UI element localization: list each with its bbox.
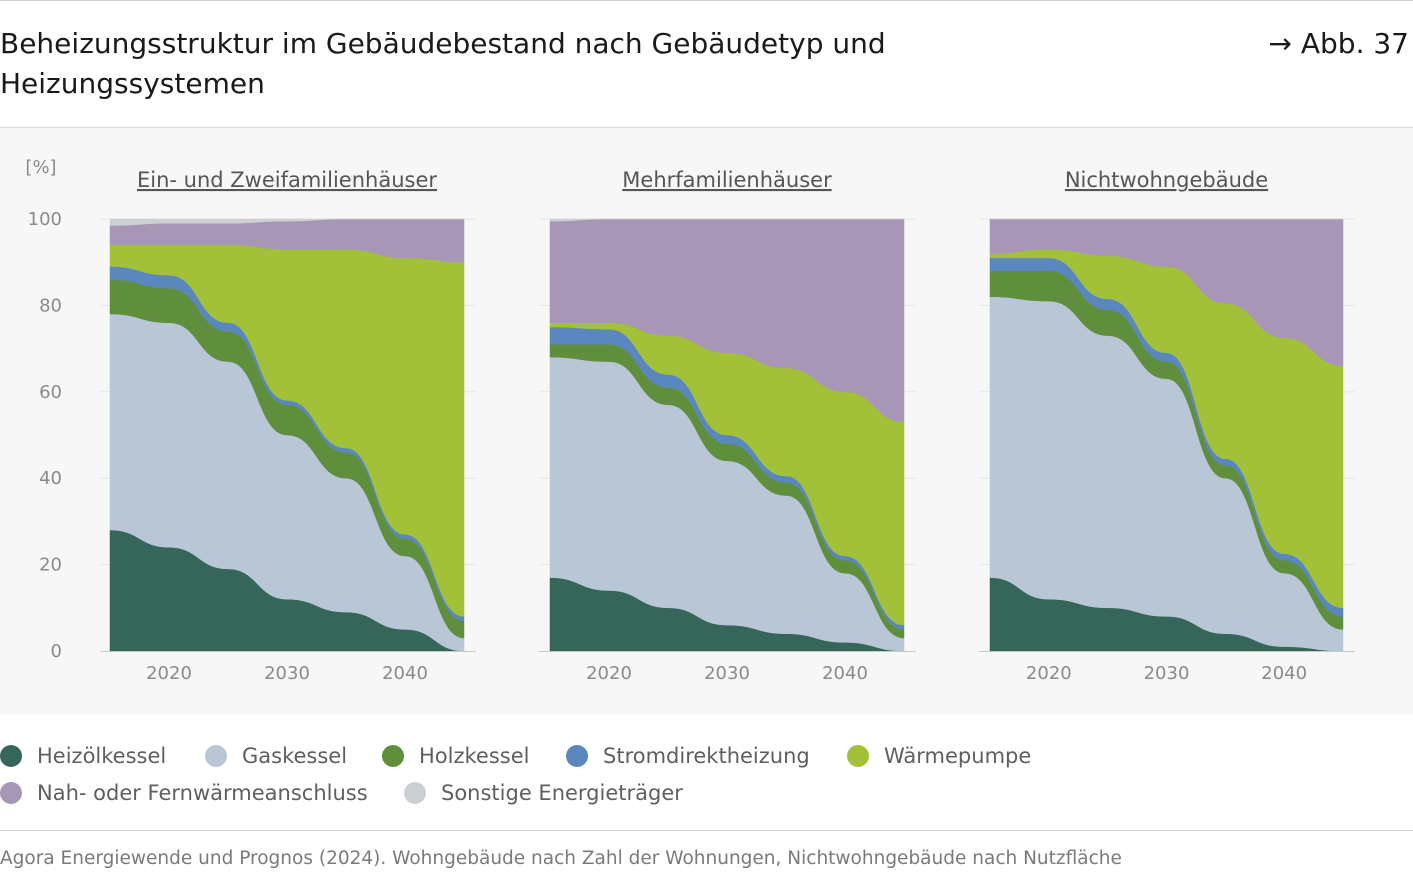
panel-title-ein-und-zweifamilienhaeuser: Ein- und Zweifamilienhäuser — [137, 168, 437, 192]
y-tick-label: 60 — [39, 382, 62, 403]
panel-title-mehrfamilienhaeuser: Mehrfamilienhäuser — [622, 168, 832, 192]
y-tick-label: 40 — [39, 468, 62, 489]
chart-title: Beheizungsstruktur im Gebäudebestand nac… — [0, 27, 886, 100]
y-tick-label: 80 — [39, 295, 62, 316]
x-tick-label: 2040 — [822, 663, 868, 684]
y-tick-label: 100 — [28, 209, 62, 230]
legend-swatch-gaskessel — [205, 745, 227, 767]
legend-swatch-heizoelkessel — [0, 745, 22, 767]
y-tick-label: 0 — [51, 641, 62, 662]
legend-label: Sonstige Energieträger — [441, 781, 683, 805]
legend-item-sonstige: Sonstige Energieträger — [404, 777, 683, 809]
legend-item-holzkessel: Holzkessel — [382, 740, 529, 772]
legend-item-stromdirektheizung: Stromdirektheizung — [566, 740, 810, 772]
x-tick-label: 2040 — [1261, 663, 1307, 684]
figure-reference-link[interactable]: → Abb. 37 — [1268, 27, 1410, 60]
legend-label: Holzkessel — [419, 744, 530, 768]
legend-swatch-waermepumpe — [847, 745, 869, 767]
area-mehrfamilienhaeuser-sonstige-energietraeger — [549, 218, 904, 222]
x-tick-label: 2020 — [1026, 663, 1072, 684]
legend-item-fernwaerme: Nah- oder Fernwärmeanschluss — [0, 777, 368, 809]
legend-label: Wärmepumpe — [884, 744, 1032, 768]
legend: Heizölkessel Gaskessel Holzkessel Stromd… — [0, 740, 1413, 814]
legend-swatch-stromdirektheizung — [566, 745, 588, 767]
legend-swatch-holzkessel — [382, 745, 404, 767]
x-tick-label: 2020 — [586, 663, 632, 684]
source-rule — [0, 830, 1413, 831]
y-tick-label: 20 — [39, 555, 62, 576]
source-note: Agora Energiewende und Prognos (2024). W… — [0, 848, 1122, 869]
y-unit-label: [%] — [25, 157, 56, 178]
top-rule — [0, 0, 1413, 1]
legend-swatch-fernwaerme — [0, 782, 22, 804]
legend-label: Nah- oder Fernwärmeanschluss — [37, 781, 368, 805]
legend-label: Stromdirektheizung — [603, 744, 810, 768]
x-tick-label: 2020 — [146, 663, 192, 684]
legend-label: Gaskessel — [242, 744, 348, 768]
panel-title-nichtwohngebaeude: Nichtwohngebäude — [1065, 168, 1268, 192]
legend-item-waermepumpe: Wärmepumpe — [847, 740, 1031, 772]
x-tick-label: 2030 — [704, 663, 750, 684]
legend-item-heizoelkessel: Heizölkessel — [0, 740, 166, 772]
legend-row-1: Heizölkessel Gaskessel Holzkessel Stromd… — [0, 740, 1413, 777]
x-tick-label: 2030 — [264, 663, 310, 684]
legend-row-2: Nah- oder Fernwärmeanschluss Sonstige En… — [0, 777, 1413, 814]
x-tick-label: 2040 — [382, 663, 428, 684]
area-ein-und-zweifamilienhaeuser-sonstige-energietraeger — [109, 218, 464, 226]
legend-swatch-sonstige — [404, 782, 426, 804]
legend-label: Heizölkessel — [37, 744, 167, 768]
legend-item-gaskessel: Gaskessel — [205, 740, 347, 772]
x-tick-label: 2030 — [1144, 663, 1190, 684]
